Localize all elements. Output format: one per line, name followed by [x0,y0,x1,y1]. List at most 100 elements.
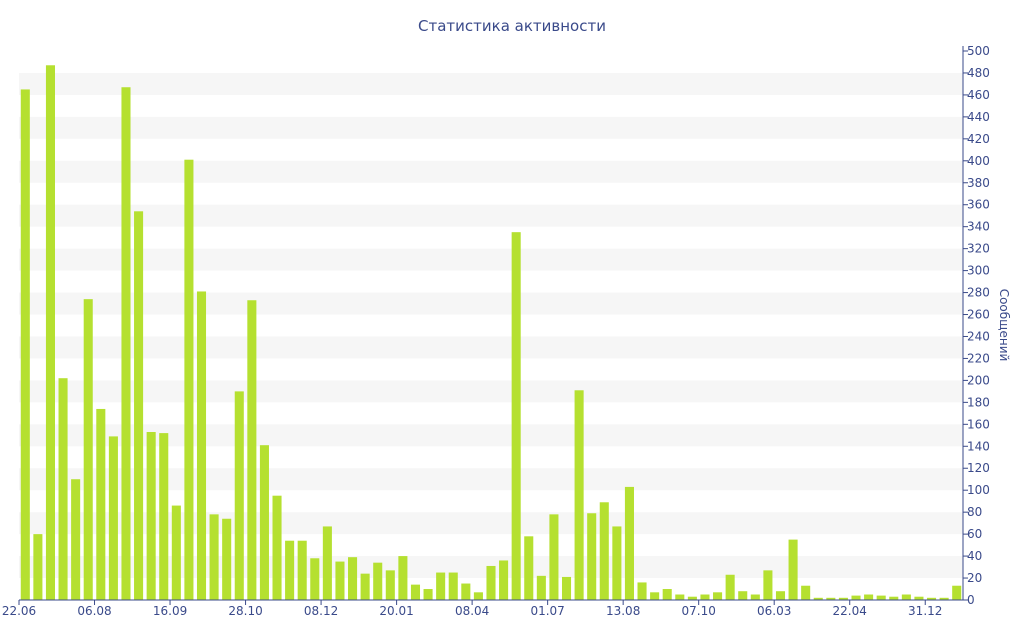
bar [763,570,773,600]
bar [448,572,458,600]
bar [234,391,244,600]
bar [536,575,546,600]
chart-title: Статистика активности [418,17,606,35]
y-axis: 0 20 40 60 80 100 120 140 160 180 200 220 240 260 280 3… [962,44,990,607]
y-tick-label: 120 [967,461,990,475]
x-tick-label: 06.08 [77,604,111,618]
bar [914,596,924,600]
bar [360,573,370,600]
bar [561,576,572,600]
bar [96,408,106,600]
bar [159,433,169,600]
bar [864,594,874,600]
bar [486,565,496,600]
bar [901,594,911,600]
bar [385,570,395,600]
bar [310,558,320,600]
bar [473,592,483,600]
bar-series [20,65,962,601]
bar [700,594,710,600]
bar [612,526,622,600]
bar [687,596,697,600]
grid-band [19,336,963,359]
x-tick-label: 13.08 [606,604,640,618]
bar [272,495,282,600]
bar [348,557,358,600]
y-tick-label: 220 [967,351,990,365]
y-tick-label: 320 [967,242,990,256]
bar [410,584,421,600]
bar [436,572,446,600]
x-tick-label: 08.12 [304,604,338,618]
y-tick-label: 460 [967,88,990,102]
bar [939,597,949,600]
grid-band [19,248,963,271]
x-axis: 22.06 06.08 16.09 28.10 08.12 20.01 08.04 01.07… [2,599,963,618]
x-tick-label: 28.10 [228,604,262,618]
y-tick-label: 420 [967,132,990,146]
bar [637,582,647,600]
bar [801,585,811,600]
y-tick-label: 360 [967,198,990,212]
bar [851,595,861,600]
bar [876,595,886,600]
bar [108,436,118,600]
bar [423,589,433,600]
bar [750,594,760,600]
y-tick-label: 240 [967,329,990,343]
y-tick-label: 40 [967,549,982,563]
bar [196,291,207,600]
bar [209,514,219,600]
bar [398,556,408,600]
y-tick-label: 440 [967,110,990,124]
bar [738,591,748,600]
bar [58,378,68,600]
y-tick-label: 160 [967,417,990,431]
bar [549,514,559,600]
bar [71,479,81,600]
bar [889,596,899,600]
bar [33,534,43,600]
grid-band [19,292,963,315]
bar [650,592,660,600]
x-tick-label: 20.01 [379,604,413,618]
y-tick-label: 380 [967,176,990,190]
y-tick-label: 60 [967,527,982,541]
bar [624,486,634,600]
y-tick-label: 400 [967,154,990,168]
y-tick-label: 340 [967,220,990,234]
bar [322,526,332,600]
bar [335,561,345,600]
bar [599,502,609,600]
y-tick-label: 80 [967,505,982,519]
x-tick-label: 31.12 [908,604,942,618]
y-tick-label: 300 [967,264,990,278]
bar [134,211,144,601]
bar [285,540,295,600]
y-tick-label: 280 [967,286,990,300]
bar [20,89,30,601]
x-tick-label: 16.09 [153,604,187,618]
bar [121,87,131,600]
x-tick-label: 22.06 [2,604,36,618]
bar [511,232,521,601]
grid-band [19,72,963,95]
bar [788,539,798,600]
bar [259,445,269,600]
y-tick-label: 200 [967,373,990,387]
x-tick-label: 07.10 [682,604,716,618]
bar [713,592,723,600]
bar [952,585,962,600]
y-tick-label: 260 [967,308,990,322]
bar [927,597,937,600]
bar [171,505,181,600]
bar [524,536,534,600]
x-tick-label: 08.04 [455,604,489,618]
bar [587,513,597,600]
bar [574,390,584,600]
bar [222,518,232,600]
y-tick-label: 140 [967,439,990,453]
x-tick-label: 06.03 [757,604,791,618]
bar [461,583,471,600]
grid-band [19,116,963,139]
